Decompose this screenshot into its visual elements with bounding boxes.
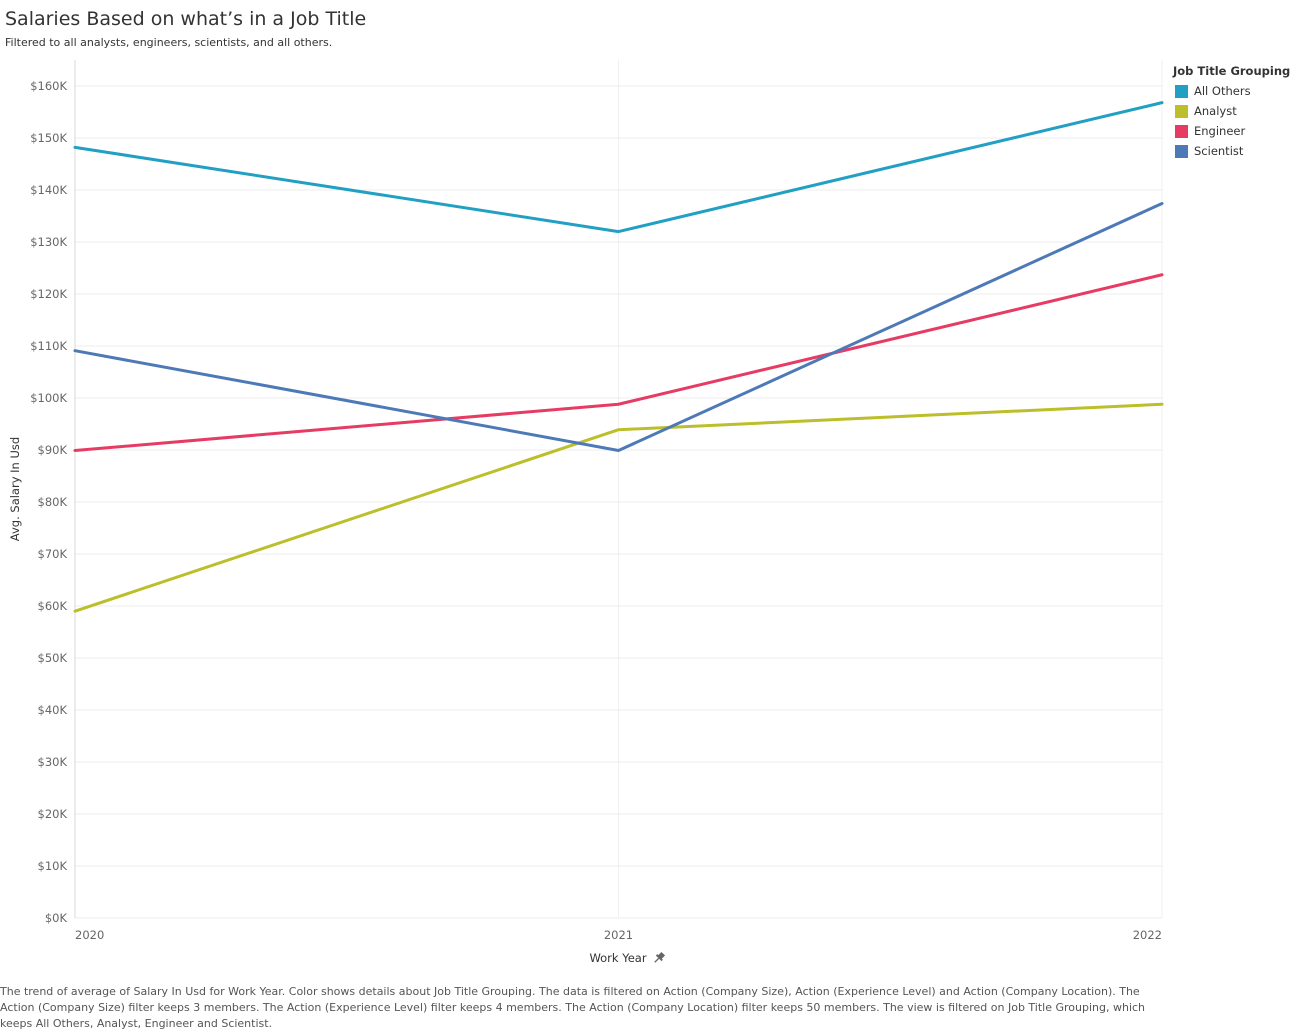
y-tick-label: $110K: [30, 339, 67, 353]
x-tick-label: 2022: [1133, 928, 1162, 942]
y-tick-label: $60K: [38, 599, 68, 613]
y-tick-label: $70K: [38, 547, 68, 561]
y-tick-label: $120K: [30, 287, 67, 301]
line-chart: $0K $10K $20K $30K $40K $50K $60K $70K $80K $90K $…: [8, 60, 1164, 965]
y-tick-label: $0K: [45, 911, 68, 925]
series-line-all-others[interactable]: [73, 101, 1164, 234]
legend-label: All Others: [1194, 84, 1251, 98]
y-tick-label: $160K: [30, 79, 67, 93]
legend-swatch: [1175, 144, 1188, 158]
legend-label: Engineer: [1194, 124, 1246, 138]
legend-swatch: [1175, 84, 1188, 98]
y-tick-label: $20K: [38, 807, 68, 821]
legend-item-scientist[interactable]: Scientist: [1173, 141, 1290, 161]
x-axis-title: Work Year: [589, 951, 646, 965]
legend-swatch: [1175, 104, 1188, 118]
y-tick-label: $140K: [30, 183, 67, 197]
chart-subtitle: Filtered to all analysts, engineers, sci…: [5, 36, 333, 49]
y-axis-title: Avg. Salary In Usd: [8, 437, 22, 541]
legend-item-analyst[interactable]: Analyst: [1173, 101, 1290, 121]
series-line-engineer[interactable]: [73, 273, 1164, 453]
legend-title: Job Title Grouping: [1173, 64, 1291, 78]
legend-item-engineer[interactable]: Engineer: [1173, 121, 1290, 141]
y-tick-label: $40K: [38, 703, 68, 717]
y-tick-label: $130K: [30, 235, 67, 249]
y-tick-label: $10K: [38, 859, 68, 873]
series-line-scientist[interactable]: [73, 202, 1164, 453]
legend-label: Scientist: [1194, 144, 1244, 158]
y-tick-label: $80K: [38, 495, 68, 509]
chart-caption: The trend of average of Salary In Usd fo…: [0, 985, 1146, 1030]
legend-swatch: [1175, 124, 1188, 138]
legend[interactable]: Job Title Grouping All Others Analyst En…: [1173, 64, 1290, 161]
y-tick-label: $90K: [38, 443, 68, 457]
x-tick-label: 2021: [604, 928, 633, 942]
series-line-analyst[interactable]: [73, 402, 1164, 613]
chart-title: Salaries Based on what’s in a Job Title: [5, 8, 367, 30]
y-tick-label: $100K: [30, 391, 67, 405]
legend-label: Analyst: [1194, 104, 1237, 118]
y-tick-label: $150K: [30, 131, 67, 145]
x-tick-label: 2020: [75, 928, 104, 942]
y-tick-label: $50K: [38, 651, 68, 665]
y-tick-label: $30K: [38, 755, 68, 769]
pin-icon[interactable]: [652, 951, 666, 965]
legend-item-all-others[interactable]: All Others: [1173, 81, 1290, 101]
